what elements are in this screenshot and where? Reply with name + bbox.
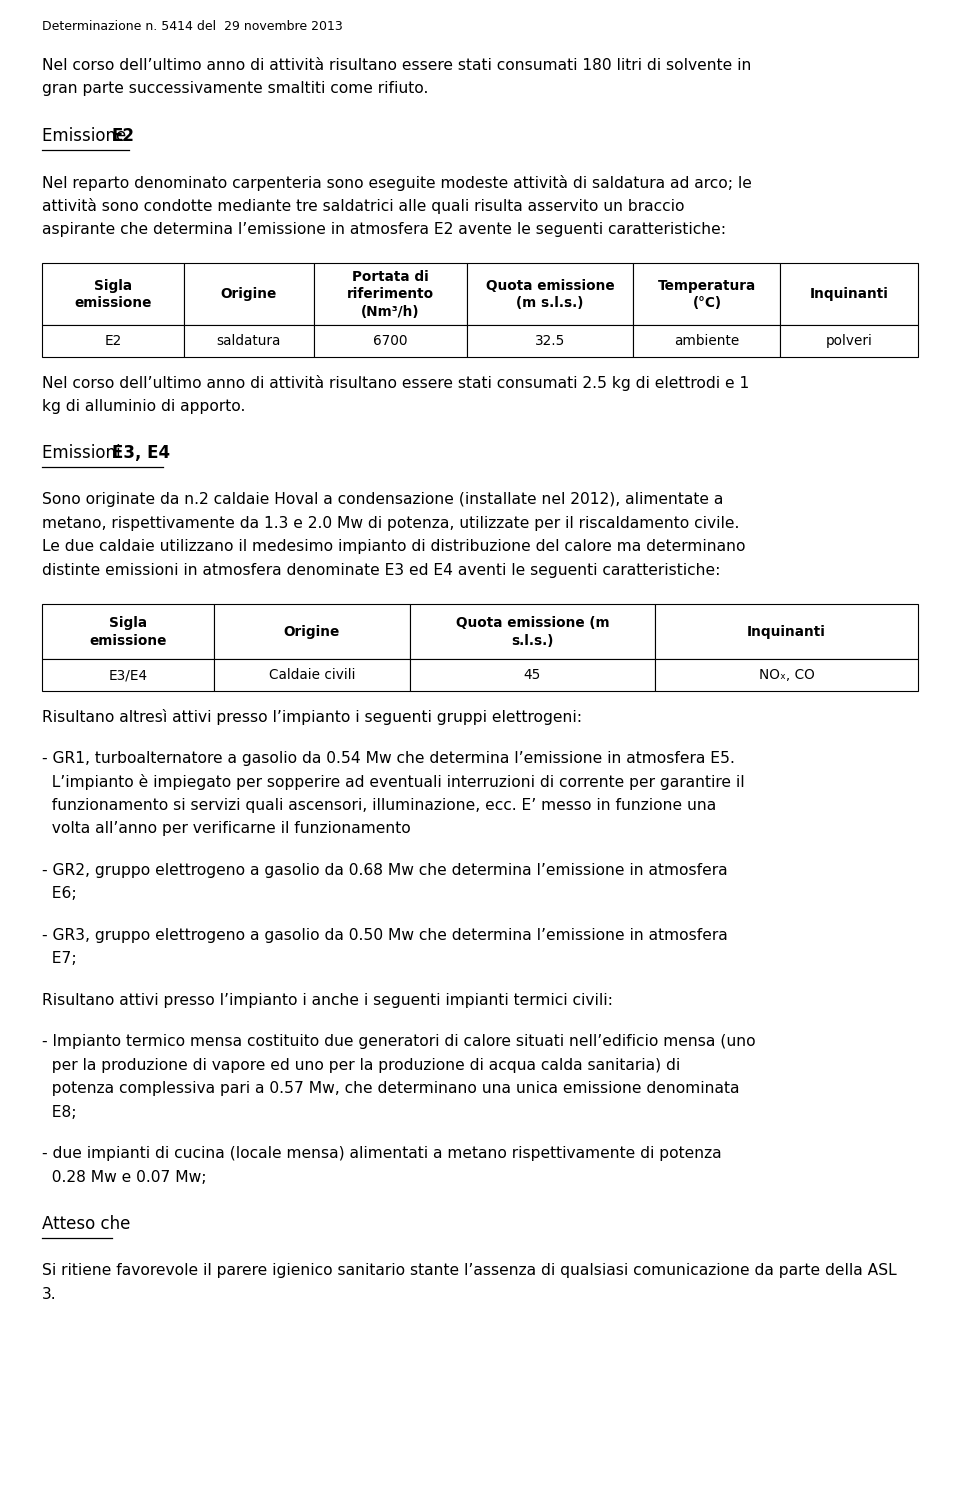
Text: E3, E4: E3, E4 <box>111 445 170 462</box>
Text: Risultano attivi presso l’impianto i anche i seguenti impianti termici civili:: Risultano attivi presso l’impianto i anc… <box>42 993 612 1008</box>
Bar <box>655 605 918 659</box>
Text: emissione: emissione <box>89 634 166 647</box>
Text: E2: E2 <box>105 335 122 349</box>
Text: Sono originate da n.2 caldaie Hoval a condensazione (installate nel 2012), alime: Sono originate da n.2 caldaie Hoval a co… <box>42 492 724 507</box>
Text: Quota emissione (m: Quota emissione (m <box>456 616 610 631</box>
Text: polveri: polveri <box>826 335 873 349</box>
Text: metano, rispettivamente da 1.3 e 2.0 Mw di potenza, utilizzate per il riscaldame: metano, rispettivamente da 1.3 e 2.0 Mw … <box>42 516 739 531</box>
Text: aspirante che determina l’emissione in atmosfera E2 avente le seguenti caratteri: aspirante che determina l’emissione in a… <box>42 222 726 237</box>
Text: Caldaie civili: Caldaie civili <box>269 668 355 682</box>
Text: Inquinanti: Inquinanti <box>747 625 826 638</box>
Bar <box>42 326 184 358</box>
Bar <box>410 659 655 691</box>
Bar <box>42 605 214 659</box>
Text: per la produzione di vapore ed uno per la produzione di acqua calda sanitaria) d: per la produzione di vapore ed uno per l… <box>42 1058 681 1073</box>
Text: Origine: Origine <box>221 288 276 302</box>
Text: Atteso che: Atteso che <box>42 1216 131 1233</box>
Text: NOₓ, CO: NOₓ, CO <box>758 668 814 682</box>
Bar <box>184 264 314 326</box>
Text: emissione: emissione <box>74 296 152 311</box>
Text: Inquinanti: Inquinanti <box>810 288 889 302</box>
Bar <box>634 264 780 326</box>
Bar <box>780 264 918 326</box>
Text: E7;: E7; <box>42 952 77 966</box>
Text: attività sono condotte mediante tre saldatrici alle quali risulta asservito un b: attività sono condotte mediante tre sald… <box>42 199 684 214</box>
Text: Nel corso dell’ultimo anno di attività risultano essere stati consumati 2.5 kg d: Nel corso dell’ultimo anno di attività r… <box>42 376 749 391</box>
Bar <box>655 659 918 691</box>
Bar <box>467 264 634 326</box>
Text: Si ritiene favorevole il parere igienico sanitario stante l’assenza di qualsiasi: Si ritiene favorevole il parere igienico… <box>42 1263 897 1278</box>
Text: (Nm³/h): (Nm³/h) <box>361 305 420 320</box>
Text: 32.5: 32.5 <box>535 335 565 349</box>
Text: Nel corso dell’ultimo anno di attività risultano essere stati consumati 180 litr: Nel corso dell’ultimo anno di attività r… <box>42 57 752 72</box>
Text: E2: E2 <box>111 127 134 145</box>
Bar <box>314 264 467 326</box>
Text: Temperatura: Temperatura <box>658 279 756 293</box>
Bar <box>314 326 467 358</box>
Text: Sigla: Sigla <box>94 279 132 293</box>
Text: - due impianti di cucina (locale mensa) alimentati a metano rispettivamente di p: - due impianti di cucina (locale mensa) … <box>42 1147 722 1162</box>
Text: 45: 45 <box>524 668 541 682</box>
Text: E8;: E8; <box>42 1105 77 1120</box>
Bar <box>780 326 918 358</box>
Text: E6;: E6; <box>42 886 77 901</box>
Text: E3/E4: E3/E4 <box>108 668 148 682</box>
Text: kg di alluminio di apporto.: kg di alluminio di apporto. <box>42 398 246 413</box>
Bar <box>467 326 634 358</box>
Bar <box>410 605 655 659</box>
Bar <box>42 659 214 691</box>
Text: L’impianto è impiegato per sopperire ad eventuali interruzioni di corrente per g: L’impianto è impiegato per sopperire ad … <box>42 774 745 791</box>
Text: volta all’anno per verificarne il funzionamento: volta all’anno per verificarne il funzio… <box>42 821 411 836</box>
Text: Nel reparto denominato carpenteria sono eseguite modeste attività di saldatura a: Nel reparto denominato carpenteria sono … <box>42 175 752 192</box>
Text: Determinazione n. 5414 del  29 novembre 2013: Determinazione n. 5414 del 29 novembre 2… <box>42 20 343 33</box>
Text: potenza complessiva pari a 0.57 Mw, che determinano una unica emissione denomina: potenza complessiva pari a 0.57 Mw, che … <box>42 1082 739 1097</box>
Text: riferimento: riferimento <box>347 288 434 302</box>
Text: - GR2, gruppo elettrogeno a gasolio da 0.68 Mw che determina l’emissione in atmo: - GR2, gruppo elettrogeno a gasolio da 0… <box>42 863 728 878</box>
Text: saldatura: saldatura <box>217 335 281 349</box>
Text: - Impianto termico mensa costituito due generatori di calore situati nell’edific: - Impianto termico mensa costituito due … <box>42 1035 756 1049</box>
Text: Quota emissione: Quota emissione <box>486 279 614 293</box>
Text: funzionamento si servizi quali ascensori, illuminazione, ecc. E’ messo in funzio: funzionamento si servizi quali ascensori… <box>42 798 716 813</box>
Text: Risultano altresì attivi presso l’impianto i seguenti gruppi elettrogeni:: Risultano altresì attivi presso l’impian… <box>42 709 582 726</box>
Text: (°C): (°C) <box>692 296 721 311</box>
Text: s.l.s.): s.l.s.) <box>512 634 554 647</box>
Bar <box>184 326 314 358</box>
Text: Le due caldaie utilizzano il medesimo impianto di distribuzione del calore ma de: Le due caldaie utilizzano il medesimo im… <box>42 540 746 554</box>
Bar <box>214 659 410 691</box>
Bar <box>634 326 780 358</box>
Text: 0.28 Mw e 0.07 Mw;: 0.28 Mw e 0.07 Mw; <box>42 1169 206 1185</box>
Text: Emissione: Emissione <box>42 127 132 145</box>
Text: - GR3, gruppo elettrogeno a gasolio da 0.50 Mw che determina l’emissione in atmo: - GR3, gruppo elettrogeno a gasolio da 0… <box>42 928 728 943</box>
Text: Emissioni: Emissioni <box>42 445 126 462</box>
Text: ambiente: ambiente <box>674 335 739 349</box>
Text: distinte emissioni in atmosfera denominate E3 ed E4 aventi le seguenti caratteri: distinte emissioni in atmosfera denomina… <box>42 563 720 578</box>
Text: gran parte successivamente smaltiti come rifiuto.: gran parte successivamente smaltiti come… <box>42 81 428 97</box>
Text: 3.: 3. <box>42 1287 57 1302</box>
Text: 6700: 6700 <box>372 335 407 349</box>
Bar <box>214 605 410 659</box>
Text: Origine: Origine <box>284 625 340 638</box>
Text: - GR1, turboalternatore a gasolio da 0.54 Mw che determina l’emissione in atmosf: - GR1, turboalternatore a gasolio da 0.5… <box>42 751 734 767</box>
Bar <box>42 264 184 326</box>
Text: (m s.l.s.): (m s.l.s.) <box>516 296 584 311</box>
Text: Sigla: Sigla <box>108 616 147 631</box>
Text: Portata di: Portata di <box>351 270 428 284</box>
